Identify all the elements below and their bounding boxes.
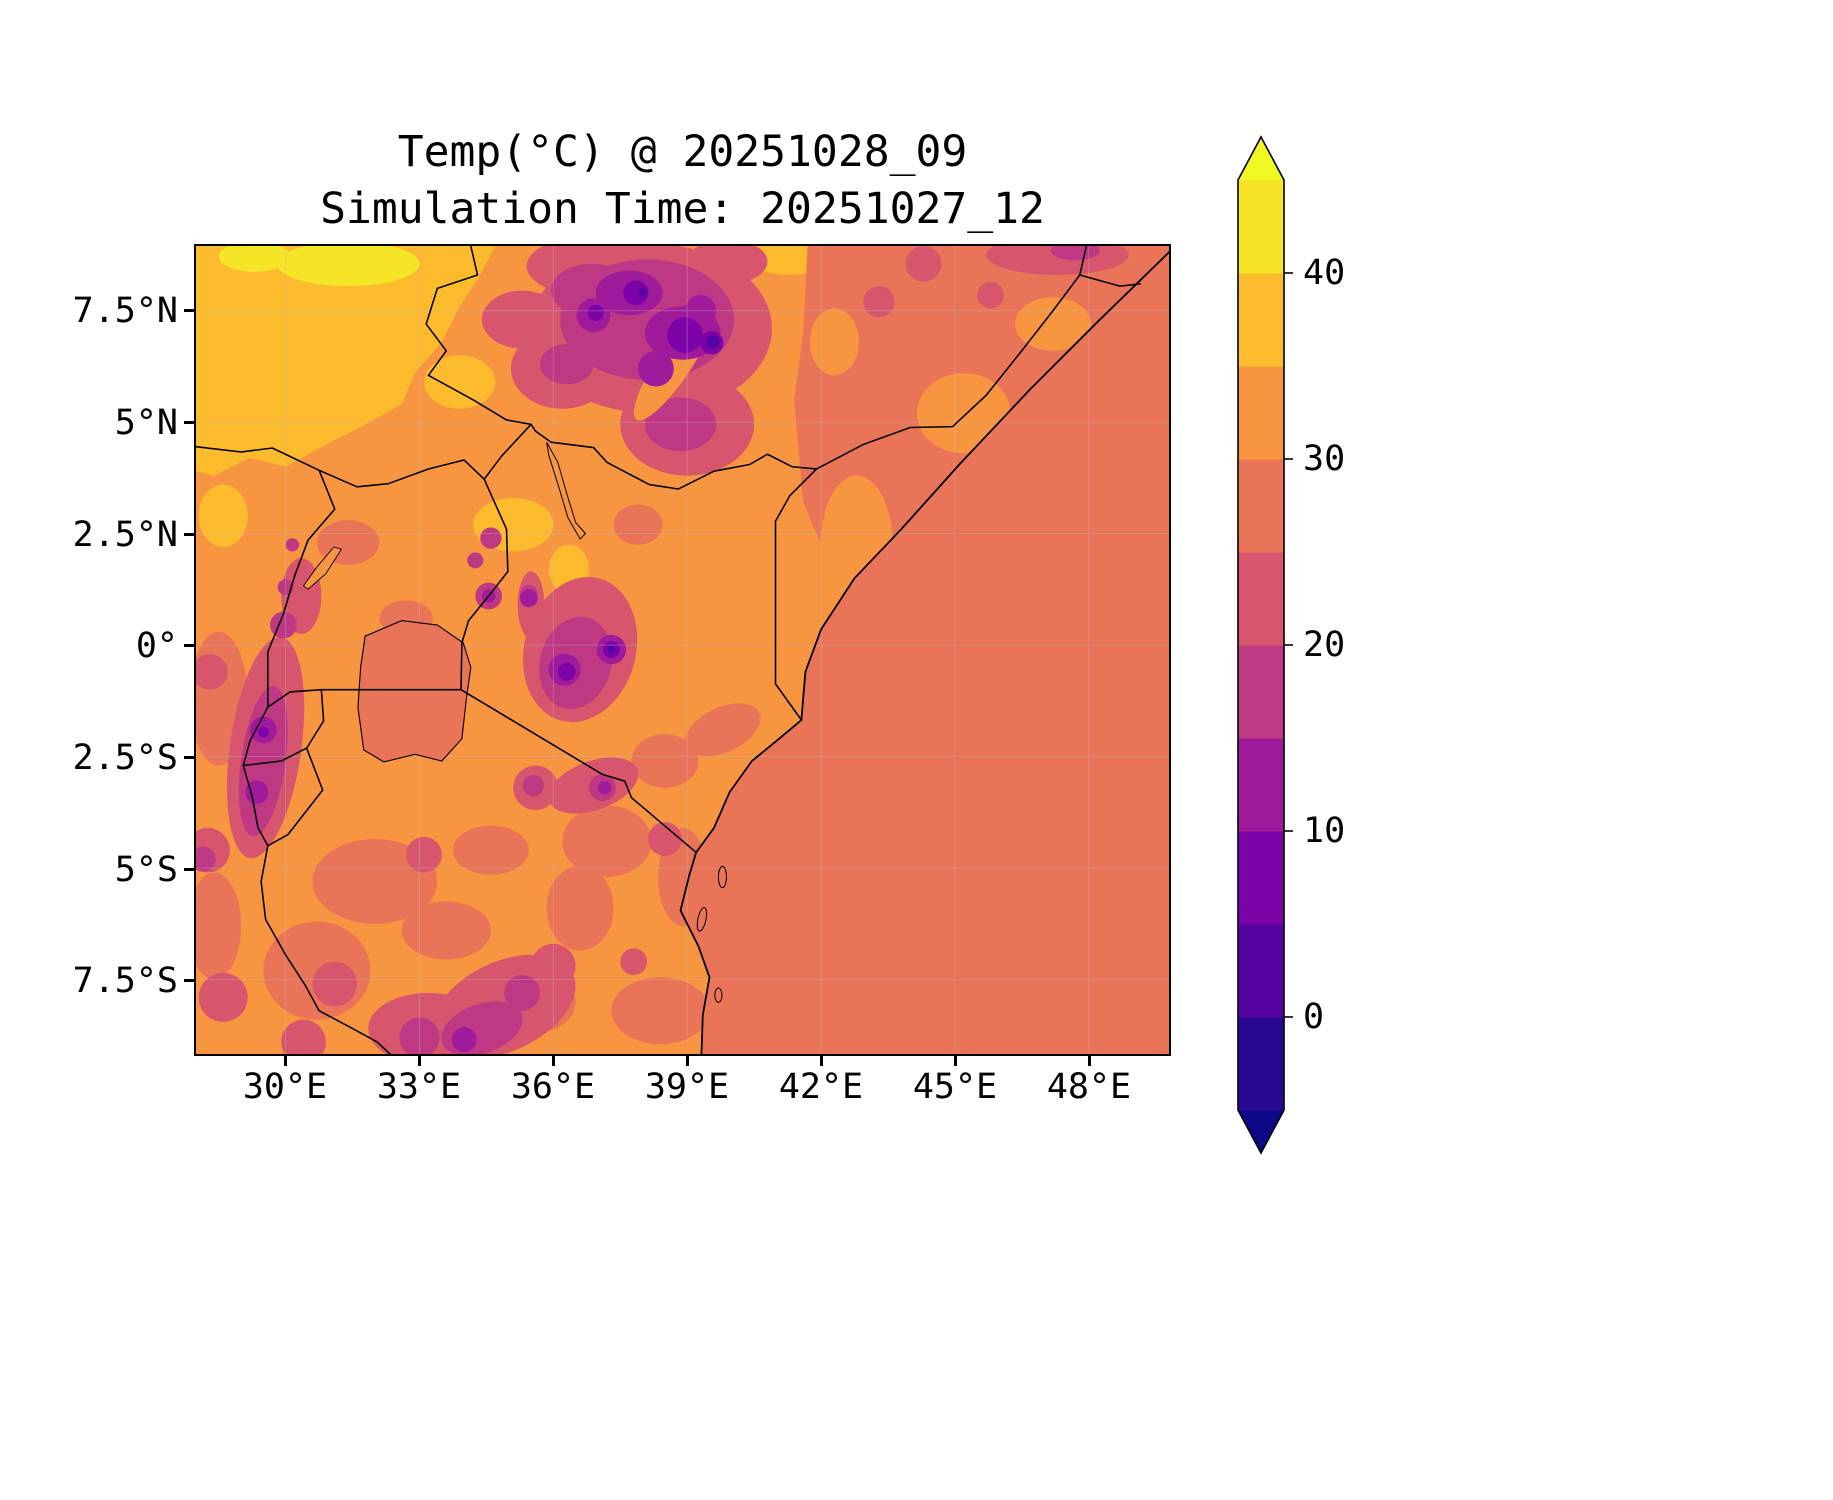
y-tick-label-7p5s: 7.5°S [72, 961, 178, 1001]
y-tick-label-7p5n: 7.5°N [72, 291, 178, 331]
temp-band-5-10-cold-cores [258, 280, 724, 738]
x-tick-label-33e: 33°E [376, 1067, 462, 1107]
y-tick-label-2p5s: 2.5°S [72, 738, 178, 778]
y-axis-tick [184, 868, 194, 871]
plot-title-block: Temp(°C) @ 20251028_09 Simulation Time: … [195, 124, 1170, 238]
colorbar-outline [1237, 135, 1285, 1155]
colorbar-label-10: 10 [1303, 811, 1346, 851]
y-axis-tick [184, 756, 194, 759]
x-tick-label-39e: 39°E [644, 1067, 730, 1107]
lake-albert [302, 546, 343, 590]
colorbar-label-30: 30 [1303, 439, 1346, 479]
y-axis-tick [184, 533, 194, 536]
x-tick-label-36e: 36°E [510, 1067, 596, 1107]
y-tick-label-2p5n: 2.5°N [72, 515, 178, 555]
plot-title: Temp(°C) @ 20251028_09 [397, 127, 968, 177]
islands [696, 865, 727, 1003]
colorbar-label-0: 0 [1303, 997, 1325, 1037]
country-borders [196, 246, 1141, 1054]
colorbar-label-20: 20 [1303, 625, 1346, 665]
x-tick-label-30e: 30°E [242, 1067, 328, 1107]
colorbar [1237, 135, 1293, 1155]
colorbar-label-40: 40 [1303, 253, 1346, 293]
y-tick-label-5s: 5°S [114, 850, 178, 890]
plot-subtitle: Simulation Time: 20251027_12 [320, 184, 1045, 234]
lake-turkana [546, 441, 587, 540]
y-axis-tick [184, 979, 194, 982]
indian-ocean-fill [680, 252, 1169, 1054]
x-axis-tick [418, 1056, 421, 1066]
x-axis-tick [552, 1056, 555, 1066]
temp-band-40-45-hottest [218, 246, 420, 287]
temp-band-0-5-coldest-cores [607, 287, 720, 654]
x-axis-tick [954, 1056, 957, 1066]
x-axis-tick [686, 1056, 689, 1066]
x-axis-tick [820, 1056, 823, 1066]
colorbar-tick-marks [1284, 272, 1293, 1018]
x-axis-tick [284, 1056, 287, 1066]
y-axis-tick [184, 644, 194, 647]
y-axis-tick [184, 309, 194, 312]
colorbar-segments [1238, 180, 1284, 1111]
temperature-map [196, 246, 1169, 1054]
y-tick-label-5n: 5°N [114, 403, 178, 443]
colorbar-over-arrow [1238, 137, 1284, 180]
x-axis-tick [1088, 1056, 1091, 1066]
map-plot-area [194, 244, 1171, 1056]
x-tick-label-48e: 48°E [1046, 1067, 1132, 1107]
x-tick-label-42e: 42°E [778, 1067, 864, 1107]
y-tick-label-0: 0° [135, 626, 178, 666]
y-axis-tick [184, 421, 194, 424]
colorbar-under-arrow [1238, 1110, 1284, 1153]
lake-victoria [357, 619, 472, 763]
x-tick-label-45e: 45°E [912, 1067, 998, 1107]
coastline [679, 251, 1169, 1054]
